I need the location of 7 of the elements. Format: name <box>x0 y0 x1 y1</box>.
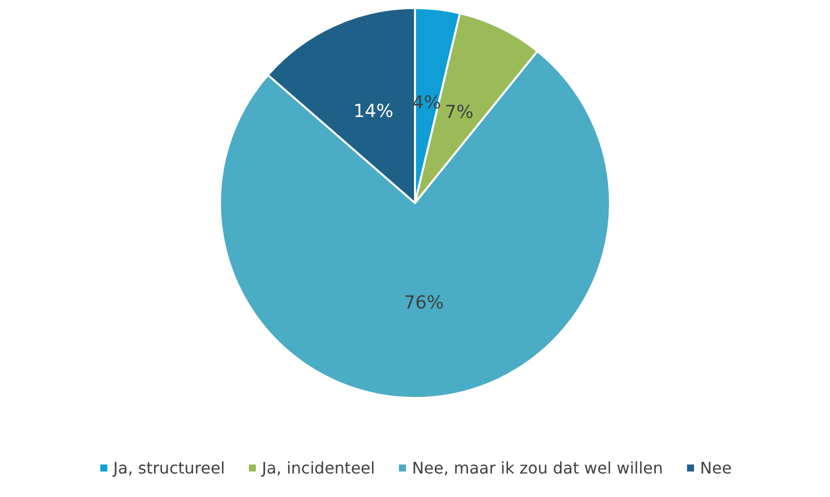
legend-label: Nee <box>700 458 732 478</box>
data-label: 7% <box>444 102 474 124</box>
legend-label: Ja, incidenteel <box>260 458 375 478</box>
data-label: 76% <box>404 292 444 314</box>
legend-label: Ja, structureel <box>112 458 225 478</box>
data-label: 14% <box>353 101 394 122</box>
legend-label: Nee, maar ik zou dat wel willen <box>412 458 664 478</box>
